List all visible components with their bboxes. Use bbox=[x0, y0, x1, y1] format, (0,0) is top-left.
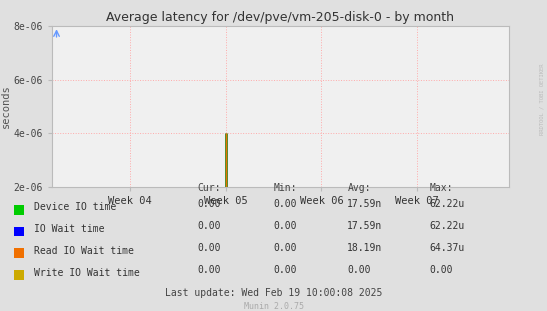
Text: 0.00: 0.00 bbox=[347, 265, 371, 275]
Text: 17.59n: 17.59n bbox=[347, 199, 382, 209]
Y-axis label: seconds: seconds bbox=[1, 85, 11, 128]
Text: 0.00: 0.00 bbox=[197, 265, 220, 275]
Text: 0.00: 0.00 bbox=[274, 221, 297, 231]
Text: Avg:: Avg: bbox=[347, 183, 371, 193]
Text: 0.00: 0.00 bbox=[274, 265, 297, 275]
Text: Munin 2.0.75: Munin 2.0.75 bbox=[243, 301, 304, 310]
Text: 18.19n: 18.19n bbox=[347, 243, 382, 253]
Text: RRDTOOL / TOBI OETIKER: RRDTOOL / TOBI OETIKER bbox=[539, 64, 544, 135]
Text: Cur:: Cur: bbox=[197, 183, 220, 193]
Text: 0.00: 0.00 bbox=[197, 199, 220, 209]
Text: Last update: Wed Feb 19 10:00:08 2025: Last update: Wed Feb 19 10:00:08 2025 bbox=[165, 288, 382, 298]
Title: Average latency for /dev/pve/vm-205-disk-0 - by month: Average latency for /dev/pve/vm-205-disk… bbox=[106, 11, 455, 24]
Text: Min:: Min: bbox=[274, 183, 297, 193]
Text: Max:: Max: bbox=[429, 183, 453, 193]
Text: Read IO Wait time: Read IO Wait time bbox=[34, 246, 135, 256]
Text: 0.00: 0.00 bbox=[274, 243, 297, 253]
Text: Write IO Wait time: Write IO Wait time bbox=[34, 268, 140, 278]
Text: 17.59n: 17.59n bbox=[347, 221, 382, 231]
Text: Device IO time: Device IO time bbox=[34, 202, 117, 212]
Text: IO Wait time: IO Wait time bbox=[34, 224, 105, 234]
Text: 0.00: 0.00 bbox=[274, 199, 297, 209]
Text: 0.00: 0.00 bbox=[429, 265, 453, 275]
Text: 0.00: 0.00 bbox=[197, 221, 220, 231]
Text: 62.22u: 62.22u bbox=[429, 199, 464, 209]
Text: 64.37u: 64.37u bbox=[429, 243, 464, 253]
Text: 62.22u: 62.22u bbox=[429, 221, 464, 231]
Text: 0.00: 0.00 bbox=[197, 243, 220, 253]
